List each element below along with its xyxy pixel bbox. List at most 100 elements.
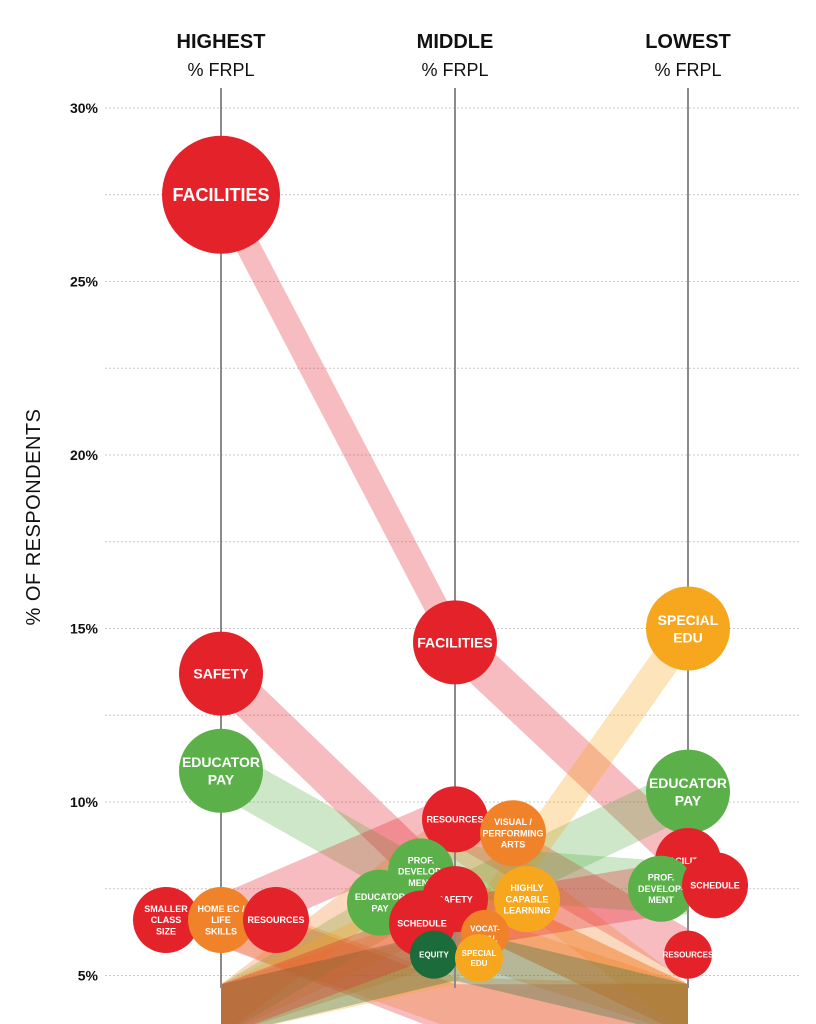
bubble-lowest-resources: RESOURCES	[663, 930, 714, 979]
bubble-label: CAPABLE	[506, 894, 549, 904]
bubble-label: ARTS	[501, 840, 526, 850]
bubble-circle	[646, 749, 730, 834]
bubble-label: SAFETY	[193, 666, 249, 682]
bubble-circle	[179, 728, 263, 813]
bubble-middle-equity: EQUITY	[410, 930, 458, 979]
bubble-label: EQUITY	[419, 951, 449, 960]
bubble-highest-resources: RESOURCES	[243, 886, 309, 953]
bubble-highest-educator-pay: EDUCATOR PAY	[179, 728, 263, 813]
bubble-label: EDUCATOR	[355, 892, 406, 902]
bubble-label: RESOURCES	[247, 915, 304, 925]
bubble-label: SPECIAL	[658, 612, 719, 628]
bubble-label: EDU	[673, 629, 703, 645]
bubble-label: LIFE	[211, 915, 231, 925]
bubble-label: VISUAL /	[494, 817, 532, 827]
bubble-lowest-schedule: SCHEDULE	[682, 852, 748, 919]
column-title-middle: MIDDLE	[417, 31, 494, 53]
bubble-layer: FACILITIESSAFETYEDUCATORPAYSMALLERCLASSS…	[133, 135, 748, 983]
bubble-label: HIGHLY	[510, 883, 543, 893]
bubble-label: VOCAT-	[470, 925, 500, 934]
bubble-circle	[646, 586, 730, 671]
bubble-highest-safety: SAFETY	[179, 631, 263, 716]
bubble-label: SPECIAL	[462, 949, 497, 958]
bubble-circle	[480, 800, 546, 867]
ribbon-home-ec	[455, 977, 688, 1024]
bubble-label: PAY	[371, 903, 388, 913]
column-title-highest: HIGHEST	[177, 31, 266, 53]
bubble-circle	[413, 600, 497, 685]
bubble-label: HOME EC /	[197, 904, 245, 914]
y-tick-label: 25%	[70, 274, 99, 290]
bubble-label: SKILLS	[205, 926, 237, 936]
bubble-label: SAFETY	[437, 894, 473, 904]
bubble-label: PROF.	[408, 855, 435, 865]
ribbon-special-edu	[221, 932, 455, 1024]
y-tick-label: 30%	[70, 100, 99, 116]
bubble-circle	[494, 866, 560, 933]
bubble-middle-visual-performing-arts: VISUAL /PERFORMING ARTS	[480, 800, 546, 867]
bubble-label: RESOURCES	[426, 815, 483, 825]
bubble-label: EDU	[471, 959, 488, 968]
bubble-label: EDUCATOR	[182, 754, 260, 770]
grid-layer: 30% 25% 20% 15% 10% 5%	[70, 100, 800, 984]
bubble-label: MENT	[408, 878, 434, 888]
column-header-layer: HIGHEST % FRPL MIDDLE % FRPL LOWEST % FRPL	[177, 31, 731, 80]
bubble-middle-resources: RESOURCES	[422, 786, 488, 853]
bubble-label: LEARNING	[504, 906, 551, 916]
bubble-middle-facilities: FACILITIES	[413, 600, 497, 685]
ribbon-vocational	[455, 907, 688, 1024]
bubble-label: PROF.	[648, 873, 675, 883]
bubble-lowest-prof-develop-ment: PROF.DEVELOP-MENT	[628, 855, 694, 922]
bubble-label: DEVELOP-	[638, 884, 684, 894]
bubble-circle	[682, 852, 748, 919]
bubble-label: RESOURCES	[663, 951, 714, 960]
y-axis-label: % OF RESPONDENTS	[23, 409, 45, 626]
bubble-label: FACILITIES	[172, 185, 269, 205]
bubble-label: PERFORMING	[482, 828, 543, 838]
bubble-circle	[455, 934, 503, 983]
column-axis-layer	[220, 88, 689, 988]
bubble-circle	[133, 886, 199, 953]
bubble-label: PAY	[208, 772, 235, 788]
bubble-circle	[162, 135, 280, 254]
column-title-lowest: LOWEST	[645, 31, 731, 53]
bubble-label: SCHEDULE	[397, 919, 447, 929]
bubble-label: DEVELOP-	[398, 867, 444, 877]
bubble-highest-facilities: FACILITIES	[162, 135, 280, 254]
bubble-circle	[664, 930, 712, 979]
bubble-label: PAY	[675, 792, 702, 808]
bubble-label: SIZE	[156, 926, 176, 936]
y-tick-label: 10%	[70, 794, 99, 810]
bubble-label: SMALLER	[144, 904, 188, 914]
y-tick-label: 15%	[70, 621, 99, 637]
column-subtitle-highest: % FRPL	[187, 60, 254, 80]
ribbon-equity	[455, 928, 688, 1024]
y-tick-label: 5%	[78, 968, 99, 984]
ribbon-equity	[221, 928, 455, 1024]
bubble-circle	[179, 631, 263, 716]
bubble-circle	[188, 886, 254, 953]
bubble-label: FACILITIES	[417, 634, 492, 650]
ribbon-smaller-class-size	[455, 984, 688, 1024]
bubble-circle	[410, 930, 458, 979]
bubble-label: MENT	[648, 895, 674, 905]
bubble-circle	[422, 786, 488, 853]
column-subtitle-middle: % FRPL	[421, 60, 488, 80]
bubble-label: FACILITIES	[664, 856, 713, 866]
column-subtitle-lowest: % FRPL	[654, 60, 721, 80]
bubble-circle	[243, 886, 309, 953]
bubble-label: SCHEDULE	[690, 881, 740, 891]
bubble-label: EDUCATOR	[649, 775, 727, 791]
ribbon-facilities	[221, 168, 455, 669]
bubble-circle	[628, 855, 694, 922]
y-tick-label: 20%	[70, 447, 99, 463]
ribbon-facilities	[455, 616, 688, 887]
bubble-label: CLASS	[151, 915, 182, 925]
